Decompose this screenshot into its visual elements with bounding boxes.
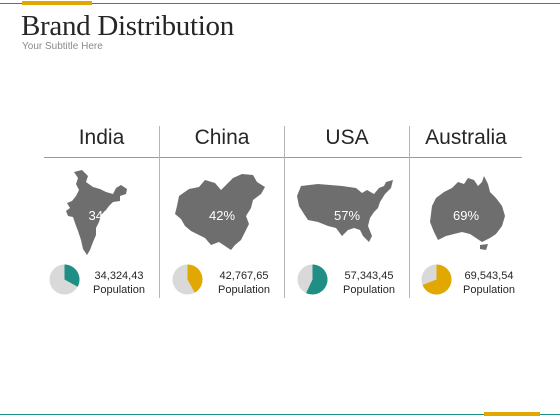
population-value: 42,767,65: [219, 270, 269, 282]
header-divider: [44, 157, 522, 158]
population-pie: [297, 264, 328, 295]
percent-label: 69%: [452, 208, 480, 223]
population-label: Population: [463, 284, 515, 296]
population-label: Population: [93, 284, 145, 296]
page-subtitle: Your Subtitle Here: [22, 41, 103, 52]
australia-map-icon: [430, 176, 506, 250]
region-china: China 42% 42,767,65 Population: [160, 126, 284, 298]
page-title: Brand Distribution: [21, 10, 234, 42]
population-value: 34,324,43: [94, 270, 144, 282]
column-divider: [284, 126, 285, 298]
region-australia: Australia 69% 69,543,54 Population: [410, 126, 522, 298]
percent-label: 57%: [333, 208, 361, 223]
distribution-grid: India 34% 34,324,43 Population China 42%…: [44, 126, 522, 298]
region-india: India 34% 34,324,43 Population: [44, 126, 159, 298]
column-divider: [159, 126, 160, 298]
country-name: Australia: [425, 126, 507, 149]
population-pie: [49, 264, 80, 295]
population-value: 57,343,45: [344, 270, 394, 282]
bottom-divider: [0, 414, 560, 415]
country-name: India: [78, 126, 125, 149]
population-pie: [421, 264, 452, 295]
percent-label: 42%: [208, 208, 236, 223]
india-map-icon: [66, 170, 132, 256]
population-pie: [172, 264, 203, 295]
country-name: China: [194, 126, 250, 149]
bottom-accent-bar: [484, 412, 540, 416]
china-map-icon: [175, 174, 267, 252]
top-divider: [0, 3, 560, 4]
population-label: Population: [343, 284, 395, 296]
top-accent-bar: [22, 1, 92, 5]
usa-map-icon: [296, 180, 396, 244]
region-usa: USA 57% 57,343,45 Population: [285, 126, 409, 298]
column-divider: [409, 126, 410, 298]
country-name: USA: [325, 126, 369, 149]
percent-label: 34%: [88, 208, 115, 223]
population-value: 69,543,54: [464, 270, 514, 282]
population-label: Population: [218, 284, 270, 296]
